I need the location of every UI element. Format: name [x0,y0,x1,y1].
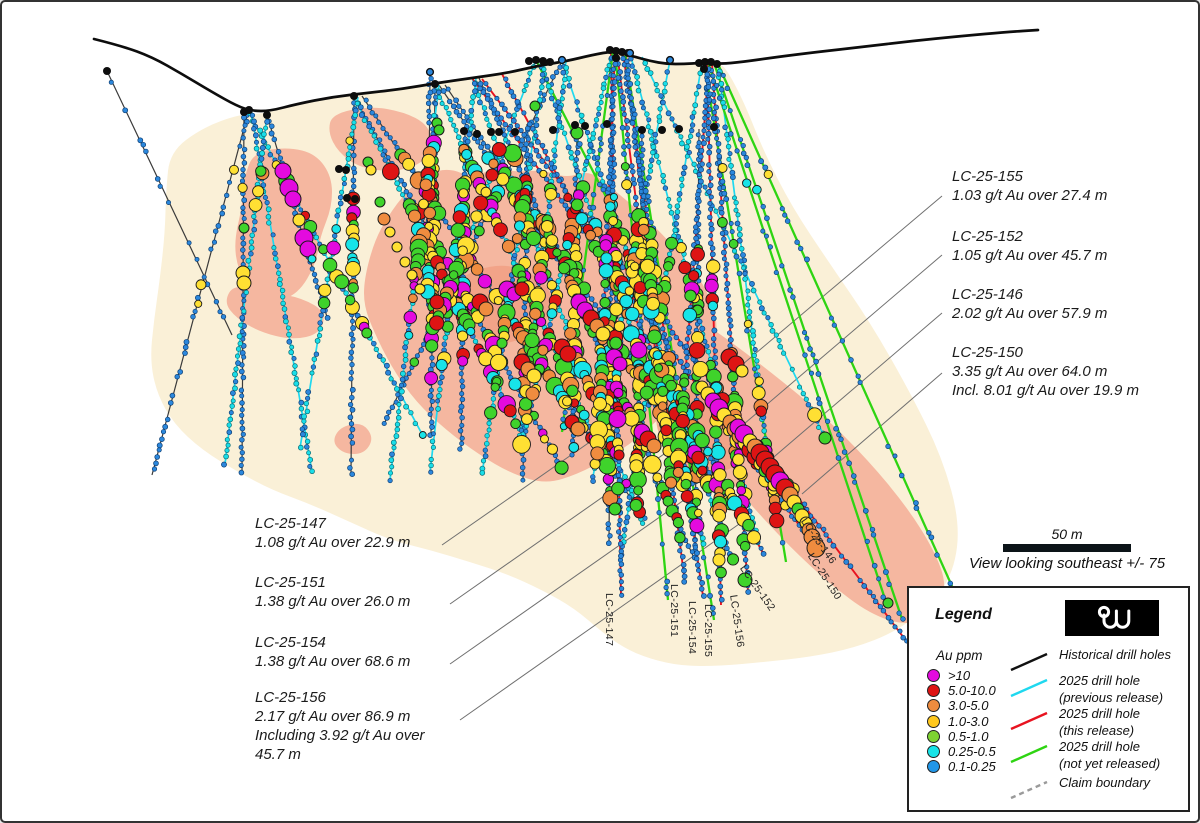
hole-trace-label: LC-25-151 [668,584,680,638]
annotation-intercept: 1.05 g/t Au over 45.7 m [952,247,1108,264]
annotation-intercept: 1.03 g/t Au over 27.4 m [952,187,1108,204]
hole-trace-label: LC-25-147 [603,593,615,647]
au-scale-label: 1.0-3.0 [948,713,989,729]
au-scale-label: >10 [948,668,971,684]
au-scale-row: >10 [927,668,996,683]
annotation-item: LC-25-146 2.02 g/t Au over 57.9 m [952,285,1107,323]
annotation-intercept: 1.38 g/t Au over 68.6 m [255,653,411,670]
annotation-hole-id: LC-25-151 [255,574,326,591]
au-scale-dot-icon [927,760,940,774]
au-scale-dot-icon [927,745,940,759]
annotation-hole-id: LC-25-147 [255,515,326,532]
annotation-item: LC-25-154 1.38 g/t Au over 68.6 m [255,633,410,671]
annotation-intercept: 1.08 g/t Au over 22.9 m [255,534,411,551]
legend-line-label: 2025 drill hole (previous release) [1059,673,1164,705]
au-scale-label: 0.1-0.25 [948,759,996,775]
view-direction-caption: View looking southeast +/- 75 [968,555,1166,572]
au-scale-row: 3.0-5.0 [927,698,996,713]
annotation-item: LC-25-152 1.05 g/t Au over 45.7 m [952,227,1107,265]
au-ppm-label: Au ppm [936,648,983,663]
annotation-hole-id: LC-25-152 [952,228,1023,245]
au-scale-dot-icon [927,699,940,713]
annotation-item: LC-25-155 1.03 g/t Au over 27.4 m [952,167,1107,205]
legend-line-label: Claim boundary [1059,775,1151,790]
au-scale-row: 1.0-3.0 [927,714,996,729]
au-scale-label: 0.5-1.0 [948,728,989,744]
annotation-item: LC-25-150 3.35 g/t Au over 64.0 m Incl. 8.… [952,343,1139,400]
scale-bar-rule [1003,544,1131,552]
au-scale-label: 3.0-5.0 [948,698,989,714]
hole-trace-label: LC-25-154 [686,601,698,655]
legend-line-label: 2025 drill hole (this release) [1059,706,1140,738]
annotation-hole-id: LC-25-154 [255,634,326,651]
au-scale-label: 5.0-10.0 [948,683,996,699]
annotation-hole-id: LC-25-150 [952,344,1023,361]
au-scale-dot-icon [927,729,940,743]
annotation-item: LC-25-156 2.17 g/t Au over 86.9 m Includin… [255,688,425,764]
collar-markers [103,46,721,203]
au-ppm-scale: >10 5.0-10.0 3.0-5.0 1.0-3.0 0.5-1.0 0.25-0.5… [927,668,996,774]
annotation-intercept: 2.02 g/t Au over 57.9 m [952,305,1108,322]
au-scale-row: 0.1-0.25 [927,759,996,774]
annotation-hole-id: LC-25-146 [952,286,1023,303]
annotation-intercept: 1.38 g/t Au over 26.0 m [255,593,411,610]
au-scale-row: 0.25-0.5 [927,744,996,759]
annotation-item: LC-25-151 1.38 g/t Au over 26.0 m [255,573,410,611]
au-scale-dot-icon [927,684,940,698]
annotation-intercept: Including 3.92 g/t Au over [255,727,425,744]
logo-w-icon [1097,605,1131,629]
au-scale-dot-icon [927,669,940,683]
legend: Legend Au ppm >10 5.0-10.0 3.0-5.0 1.0-3.0 0… [907,586,1190,812]
legend-line-sample-icon [1010,678,1048,698]
legend-line-sample-icon [1010,780,1048,800]
legend-line-label: 2025 drill hole (not yet released) [1059,739,1161,771]
legend-line-sample-icon [1010,744,1048,764]
au-scale-row: 5.0-10.0 [927,683,996,698]
annotation-item: LC-25-147 1.08 g/t Au over 22.9 m [255,514,410,552]
au-scale-dot-icon [927,714,940,728]
scale-bar: 50 m View looking southeast +/- 75 [962,526,1172,572]
assay-highlights [235,100,894,609]
legend-line-sample-icon [1010,711,1048,731]
au-scale-row: 0.5-1.0 [927,729,996,744]
hole-trace-label: LC-25-155 [702,604,714,658]
legend-title: Legend [935,606,992,623]
annotation-intercept: 2.17 g/t Au over 86.9 m [255,708,411,725]
company-logo [1065,600,1159,636]
scale-bar-label: 50 m [1051,526,1083,542]
annotation-hole-id: LC-25-156 [255,689,326,706]
legend-line-label: Historical drill holes [1059,647,1171,662]
au-scale-label: 0.25-0.5 [948,744,996,760]
legend-line-sample-icon [1010,652,1048,672]
annotation-intercept: 3.35 g/t Au over 64.0 m [952,363,1108,380]
annotation-intercept: Incl. 8.01 g/t Au over 19.9 m [952,382,1140,399]
annotation-hole-id: LC-25-155 [952,168,1023,185]
annotation-intercept: 45.7 m [255,746,301,763]
